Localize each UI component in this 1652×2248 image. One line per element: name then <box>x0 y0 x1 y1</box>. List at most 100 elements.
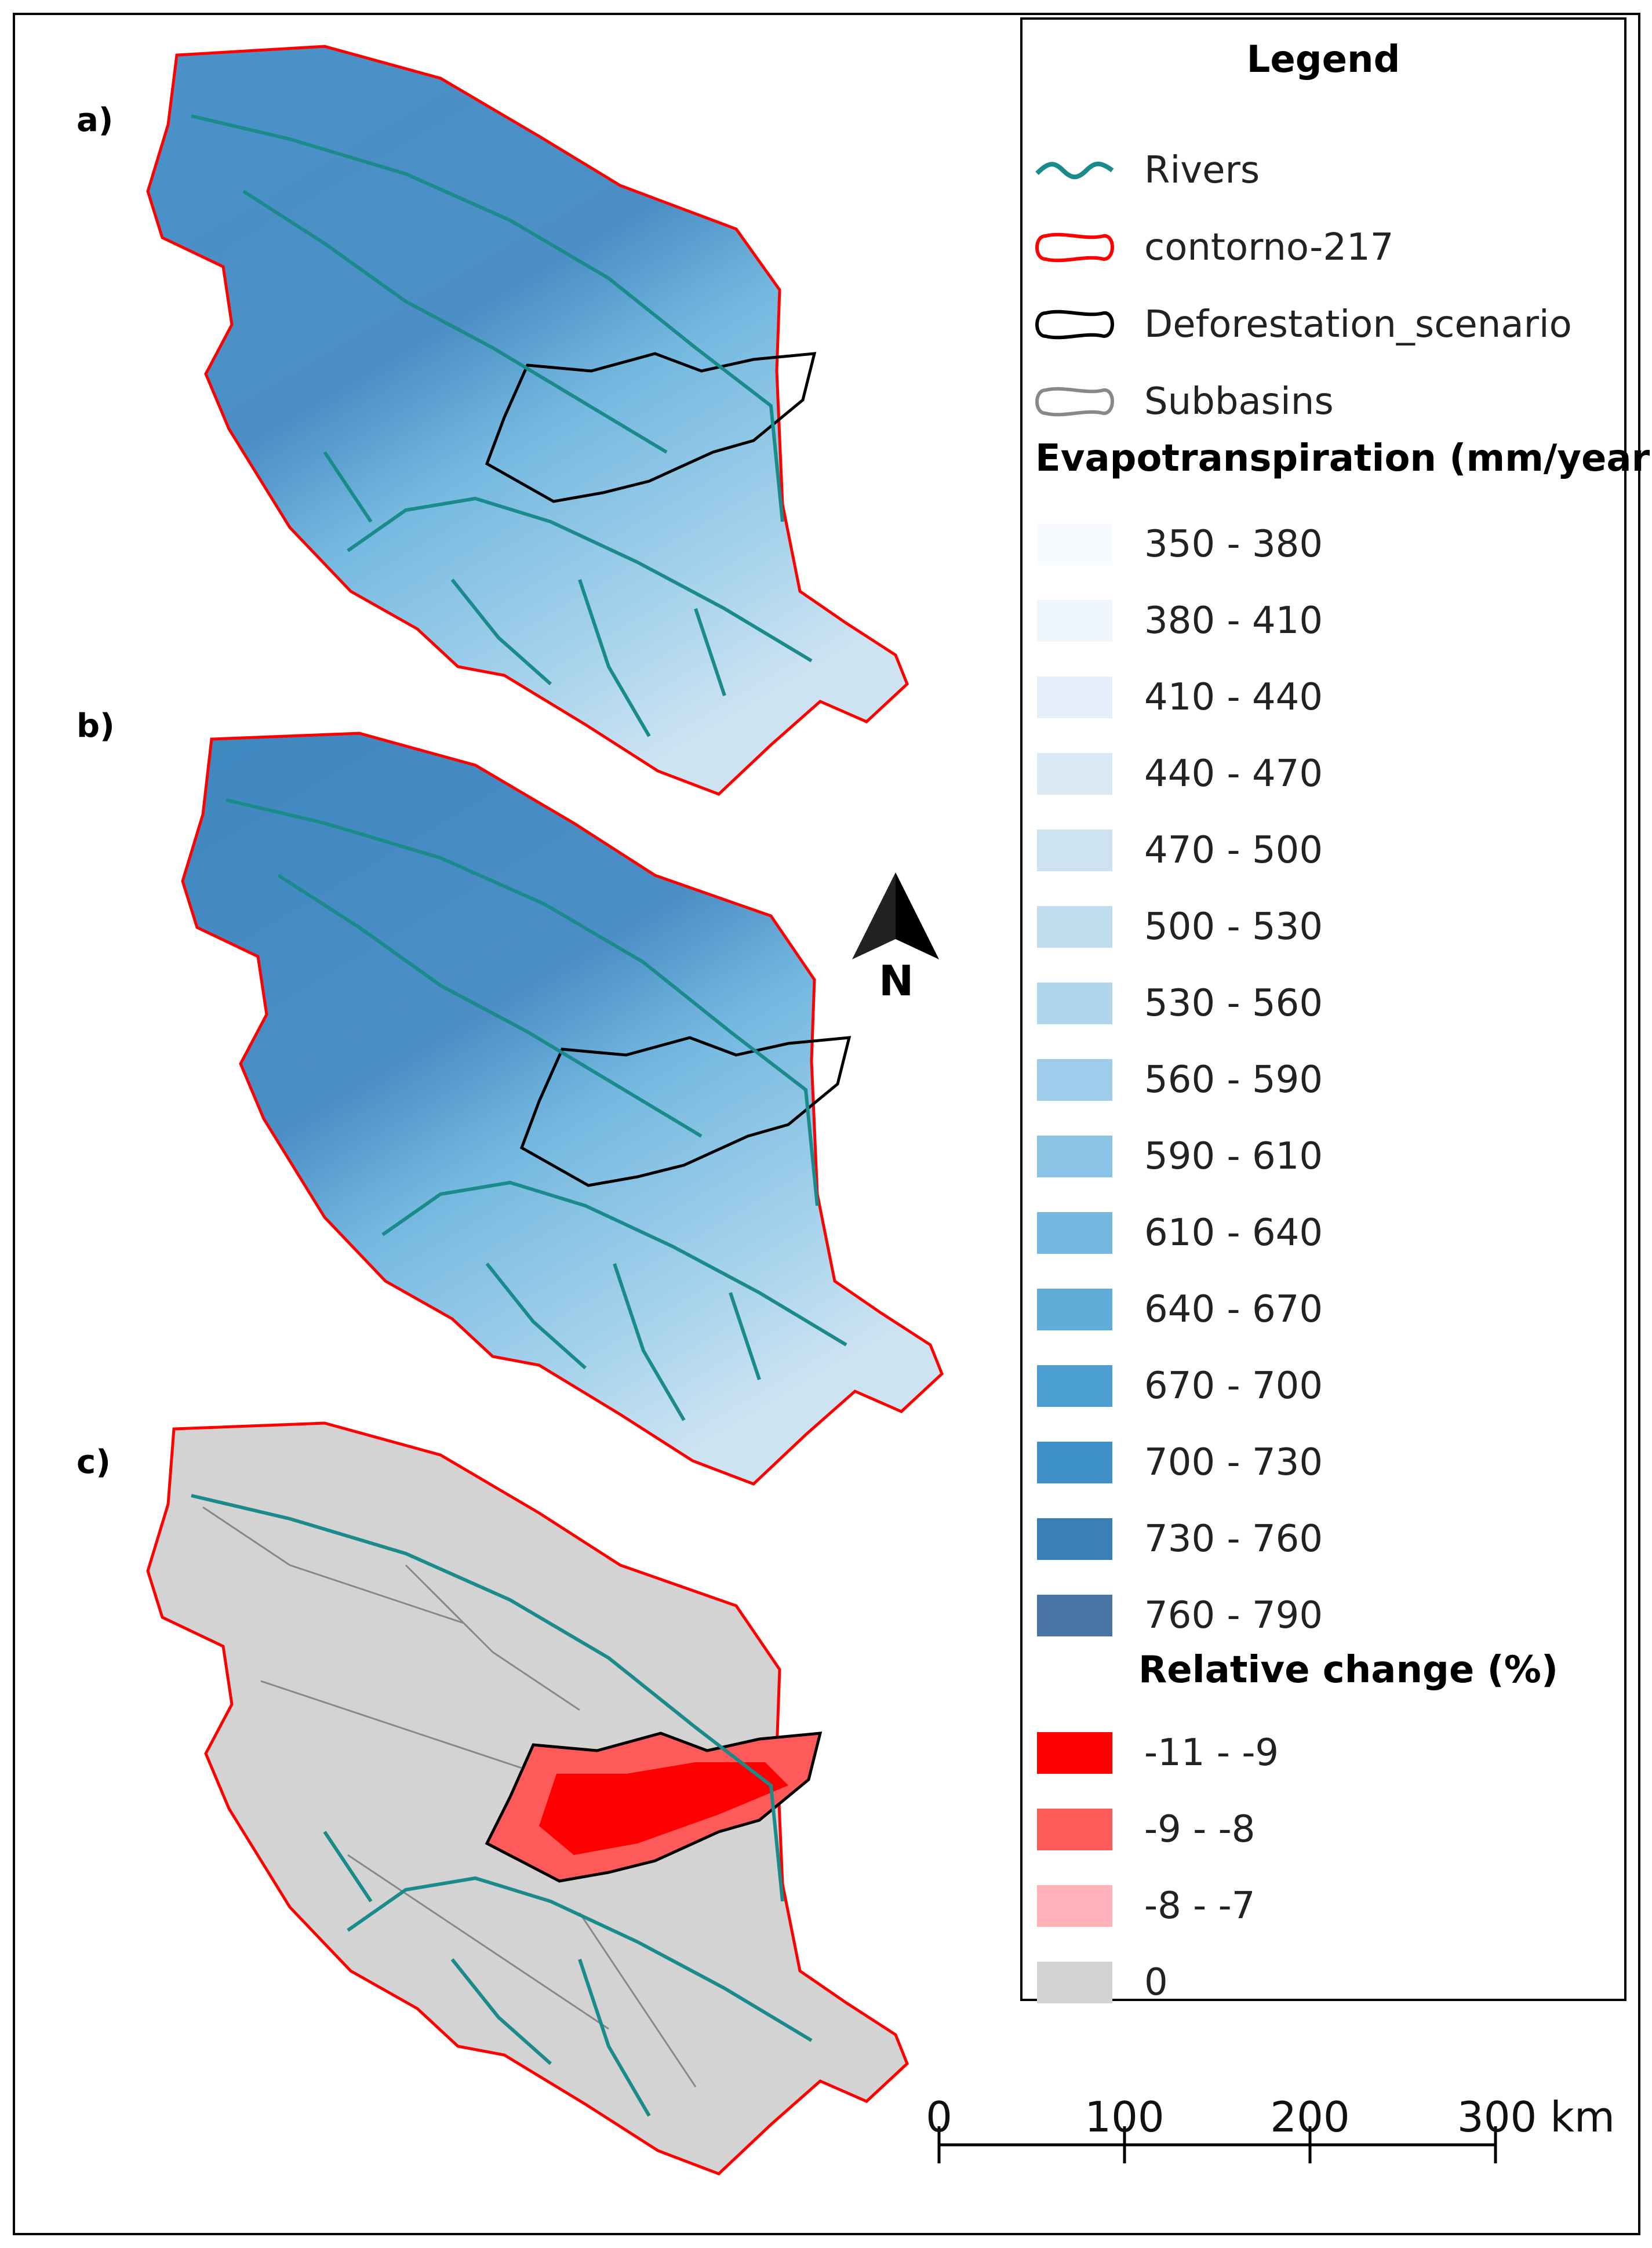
et-class-swatch <box>1037 906 1112 948</box>
scale-label-0: 0 <box>926 2093 952 2141</box>
deforestation-outline-b <box>519 1036 852 1187</box>
legend-item-deforestation: Deforestation_scenario <box>1034 299 1572 351</box>
river-line-icon <box>1034 147 1115 194</box>
scale-label-200: 200 <box>1270 2093 1350 2141</box>
et-class-row: 410 - 440 <box>1034 671 1323 723</box>
et-class-swatch <box>1037 600 1112 642</box>
et-class-swatch-box <box>1034 521 1115 568</box>
north-arrow-icon <box>852 872 939 959</box>
et-class-row: 380 - 410 <box>1034 595 1323 647</box>
rc-class-row: -11 - -9 <box>1034 1727 1279 1779</box>
legend-panel: Legend Rivers contorno-217 Deforestation… <box>1020 17 1652 2004</box>
et-class-swatch <box>1037 523 1112 565</box>
et-class-row: 640 - 670 <box>1034 1283 1323 1336</box>
et-class-swatch-box <box>1034 1057 1115 1103</box>
panel-label-b: b) <box>77 707 115 745</box>
legend-item-subbasins: Subbasins <box>1034 376 1334 428</box>
panel-label-a: a) <box>77 101 114 139</box>
legend-label-contorno: contorno-217 <box>1144 226 1394 269</box>
map-panel-c <box>146 1421 909 2176</box>
et-class-label: 410 - 440 <box>1144 676 1323 719</box>
et-class-swatch <box>1037 753 1112 795</box>
et-class-swatch-box <box>1034 1133 1115 1180</box>
et-class-swatch-box <box>1034 1210 1115 1256</box>
rc-class-row: -9 - -8 <box>1034 1803 1255 1856</box>
et-class-label: 350 - 380 <box>1144 523 1323 566</box>
legend-title: Legend <box>1246 38 1400 81</box>
red-outline-icon <box>1034 224 1115 271</box>
rivers-a <box>191 114 813 737</box>
rc-section-title: Relative change (%) <box>1138 1649 1559 1692</box>
rc-class-swatch-box <box>1034 1806 1115 1853</box>
rc-class-swatch-box <box>1034 1883 1115 1929</box>
et-class-row: 470 - 500 <box>1034 824 1323 876</box>
et-class-swatch <box>1037 1442 1112 1483</box>
rivers-c <box>191 1494 813 2117</box>
et-class-swatch <box>1037 676 1112 718</box>
rc-class-swatch <box>1037 1885 1112 1927</box>
legend-item-contorno: contorno-217 <box>1034 221 1394 274</box>
et-class-label: 440 - 470 <box>1144 752 1323 795</box>
figure-frame <box>13 13 1640 2235</box>
et-class-row: 590 - 610 <box>1034 1130 1323 1183</box>
et-class-label: 560 - 590 <box>1144 1058 1323 1101</box>
et-class-swatch <box>1037 983 1112 1024</box>
et-class-row: 760 - 790 <box>1034 1589 1323 1642</box>
et-class-label: 700 - 730 <box>1144 1441 1323 1484</box>
rc-class-swatch <box>1037 1732 1112 1774</box>
et-class-label: 380 - 410 <box>1144 599 1323 642</box>
north-label: N <box>879 956 914 1005</box>
rc-class-label: -11 - -9 <box>1144 1732 1279 1774</box>
et-class-swatch <box>1037 1212 1112 1254</box>
et-class-swatch-box <box>1034 598 1115 644</box>
et-class-label: 730 - 760 <box>1144 1518 1323 1560</box>
legend-item-rivers: Rivers <box>1034 144 1260 197</box>
et-class-row: 350 - 380 <box>1034 518 1323 570</box>
et-class-swatch <box>1037 1136 1112 1177</box>
et-class-swatch <box>1037 1518 1112 1560</box>
et-class-swatch-box <box>1034 1439 1115 1486</box>
scale-label-100: 100 <box>1085 2093 1165 2141</box>
rc-class-swatch-box <box>1034 1959 1115 2006</box>
et-class-label: 470 - 500 <box>1144 829 1323 872</box>
et-class-row: 670 - 700 <box>1034 1360 1323 1412</box>
black-outline-icon <box>1034 301 1115 348</box>
et-class-label: 590 - 610 <box>1144 1135 1323 1178</box>
basin-a <box>146 45 909 796</box>
et-class-swatch-box <box>1034 1363 1115 1409</box>
map-panel-b <box>181 732 944 1486</box>
map-panel-a <box>146 45 909 796</box>
et-class-swatch-box <box>1034 1592 1115 1639</box>
rc-class-swatch <box>1037 1809 1112 1850</box>
scale-bar <box>937 2126 1497 2163</box>
et-class-swatch-box <box>1034 751 1115 797</box>
et-class-row: 440 - 470 <box>1034 748 1323 800</box>
et-class-row: 610 - 640 <box>1034 1207 1323 1259</box>
rc-class-label: -9 - -8 <box>1144 1808 1256 1851</box>
rc-class-row: -8 - -7 <box>1034 1880 1255 1932</box>
rivers-b <box>225 798 847 1421</box>
rc-class-row: 0 <box>1034 1956 1168 2009</box>
et-class-swatch-box <box>1034 980 1115 1027</box>
rc-class-swatch <box>1037 1962 1112 2003</box>
et-section-title: Evapotranspiration (mm/year) <box>1035 437 1652 480</box>
scale-label-300: 300 km <box>1457 2093 1615 2141</box>
et-class-swatch <box>1037 830 1112 871</box>
rc-class-swatch-box <box>1034 1730 1115 1776</box>
legend-label-subbasins: Subbasins <box>1144 380 1334 423</box>
et-class-swatch-box <box>1034 904 1115 950</box>
deforestation-core-c <box>539 1762 788 1855</box>
et-class-label: 760 - 790 <box>1144 1594 1323 1637</box>
subbasins-c <box>202 1506 697 2087</box>
et-class-label: 640 - 670 <box>1144 1288 1323 1331</box>
et-class-swatch <box>1037 1059 1112 1101</box>
legend-label-deforestation: Deforestation_scenario <box>1144 303 1572 346</box>
et-class-label: 500 - 530 <box>1144 905 1323 948</box>
gray-outline-icon <box>1034 379 1115 425</box>
et-class-row: 530 - 560 <box>1034 977 1323 1030</box>
et-class-row: 500 - 530 <box>1034 901 1323 953</box>
et-class-row: 560 - 590 <box>1034 1054 1323 1106</box>
panel-label-c: c) <box>77 1443 111 1481</box>
deforestation-outline-a <box>485 352 817 503</box>
